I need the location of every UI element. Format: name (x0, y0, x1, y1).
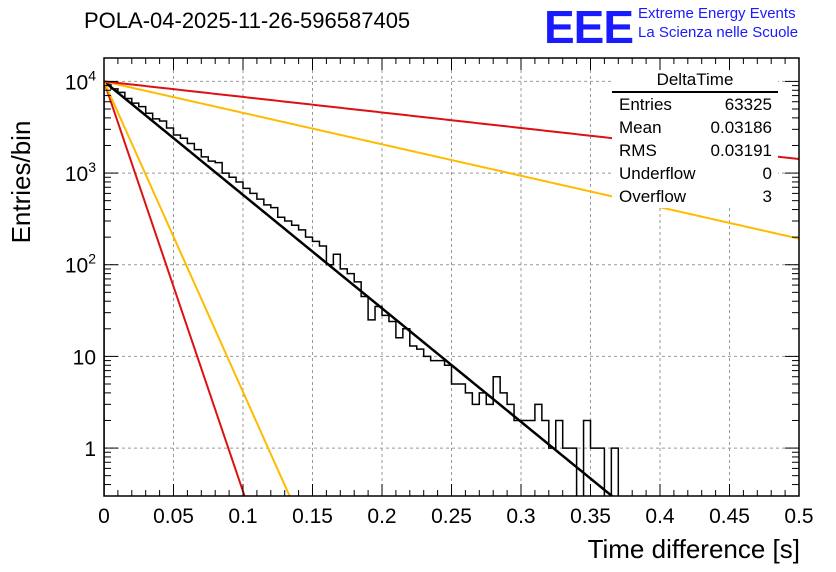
eee-organization: Extreme Energy Events La Scienza nelle S… (638, 4, 798, 42)
x-tick-label: 0.25 (431, 505, 472, 528)
chart-title: POLA-04-2025-11-26-596587405 (84, 8, 411, 33)
curve-red-steep (104, 81, 246, 496)
stats-value: 63325 (724, 95, 772, 114)
x-tick-label: 0.05 (153, 505, 194, 528)
stats-row-entries: Entries 63325 (612, 93, 778, 116)
x-tick-label: 0.45 (709, 505, 750, 528)
org-line-2: La Scienza nelle Scuole (638, 24, 799, 41)
stats-label: Entries (619, 95, 672, 114)
eee-logo: EEE (544, 1, 634, 53)
stats-value: 0 (762, 164, 772, 183)
x-tick-label: 0.4 (645, 505, 675, 528)
curve-yellow-shallow (104, 80, 799, 240)
stats-value: 3 (762, 187, 772, 206)
stats-row-overflow: Overflow 3 (612, 185, 778, 208)
stats-label: Underflow (619, 164, 696, 183)
stats-row-mean: Mean 0.03186 (612, 116, 778, 139)
histogram-steps (104, 82, 799, 496)
y-tick-label: 102 (65, 251, 96, 278)
curve-fit (104, 80, 614, 496)
stats-value: 0.03186 (710, 118, 772, 137)
stats-title: DeltaTime (612, 70, 778, 93)
stats-label: RMS (619, 141, 657, 160)
y-tick-label: 104 (65, 67, 96, 94)
y-tick-label: 1 (84, 438, 96, 461)
org-line-1: Extreme Energy Events (638, 5, 796, 22)
stats-value: 0.03191 (710, 141, 772, 160)
x-tick-label: 0.35 (570, 505, 611, 528)
stats-label: Overflow (619, 187, 687, 206)
x-tick-label: 0.1 (228, 505, 257, 528)
y-tick-label: 10 (73, 346, 96, 369)
x-axis-label: Time difference [s] (587, 534, 800, 564)
stats-row-rms: RMS 0.03191 (612, 139, 778, 162)
x-tick-label: 0 (98, 505, 110, 528)
stats-box: DeltaTime Entries 63325 Mean 0.03186 RMS… (612, 70, 778, 208)
x-tick-label: 0.3 (506, 505, 535, 528)
x-tick-label: 0.2 (367, 505, 396, 528)
x-tick-label: 0.5 (784, 505, 813, 528)
curve-yellow-steep (104, 80, 291, 496)
stats-label: Mean (619, 118, 662, 137)
stats-row-underflow: Underflow 0 (612, 162, 778, 185)
y-axis-label: Entries/bin (6, 120, 36, 244)
x-tick-label: 0.15 (292, 505, 333, 528)
y-tick-label: 103 (65, 159, 96, 186)
